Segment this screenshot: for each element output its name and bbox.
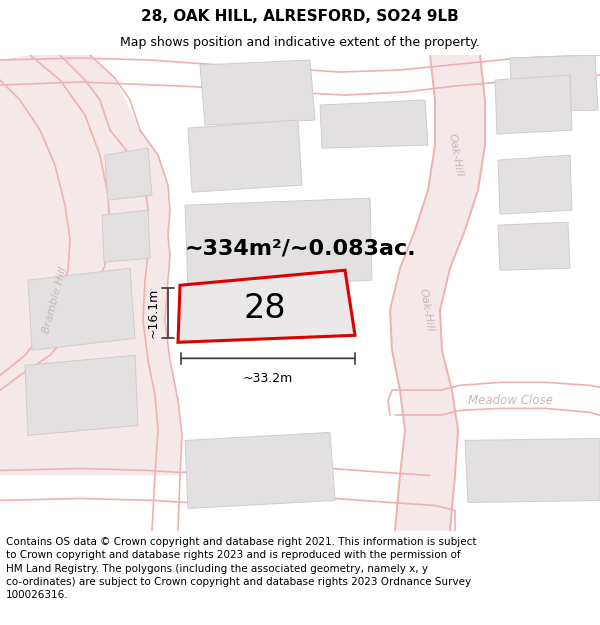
Text: 28: 28	[243, 292, 286, 325]
Polygon shape	[178, 270, 355, 342]
Polygon shape	[200, 60, 315, 125]
Polygon shape	[320, 100, 428, 148]
Polygon shape	[498, 222, 570, 270]
Text: Oak-Hill: Oak-Hill	[446, 132, 464, 178]
Text: Contains OS data © Crown copyright and database right 2021. This information is : Contains OS data © Crown copyright and d…	[6, 537, 476, 600]
Polygon shape	[0, 55, 182, 476]
Text: Map shows position and indicative extent of the property.: Map shows position and indicative extent…	[120, 36, 480, 49]
Polygon shape	[102, 210, 150, 262]
Polygon shape	[105, 148, 152, 200]
Text: Oak-Hill: Oak-Hill	[418, 288, 436, 332]
Polygon shape	[465, 438, 600, 503]
Polygon shape	[185, 198, 372, 288]
Polygon shape	[188, 120, 302, 192]
Text: 28, OAK HILL, ALRESFORD, SO24 9LB: 28, OAK HILL, ALRESFORD, SO24 9LB	[141, 9, 459, 24]
Text: Meadow Close: Meadow Close	[467, 394, 553, 407]
Text: ~334m²/~0.083ac.: ~334m²/~0.083ac.	[184, 238, 416, 258]
Polygon shape	[390, 55, 485, 531]
Text: ~16.1m: ~16.1m	[147, 288, 160, 338]
Polygon shape	[498, 155, 572, 214]
Polygon shape	[185, 432, 335, 509]
Text: Bramble Hill: Bramble Hill	[41, 266, 68, 334]
Polygon shape	[28, 268, 135, 350]
Polygon shape	[495, 75, 572, 134]
Text: ~33.2m: ~33.2m	[243, 372, 293, 386]
Polygon shape	[510, 55, 598, 112]
Polygon shape	[25, 356, 138, 436]
